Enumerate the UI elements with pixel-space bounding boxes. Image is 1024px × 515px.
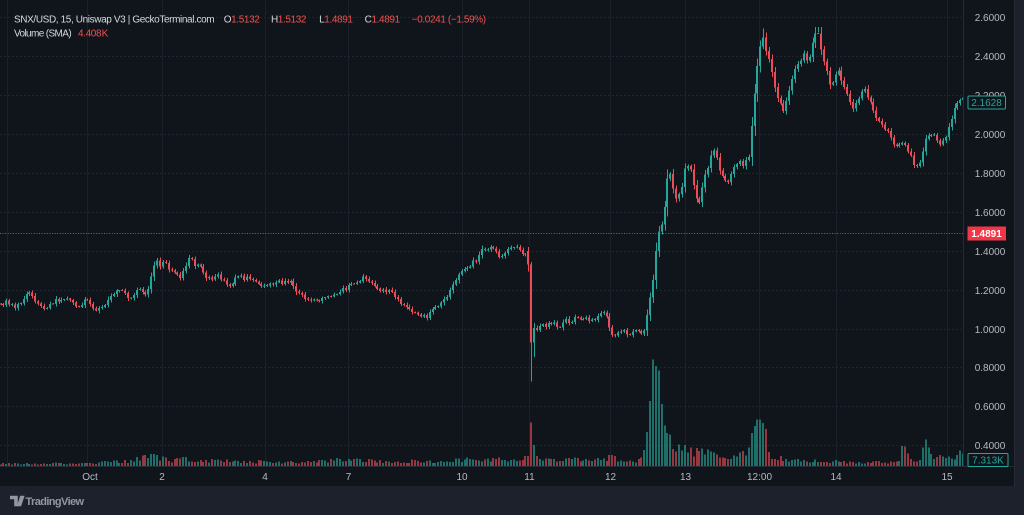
svg-text:Volume (SMA)4.408 K: Volume (SMA) 4.408 K <box>14 28 109 39</box>
svg-text:14: 14 <box>830 472 842 483</box>
svg-text:12:00: 12:00 <box>747 472 772 483</box>
svg-text:1.2000: 1.2000 <box>975 286 1006 297</box>
svg-text:10: 10 <box>456 472 468 483</box>
svg-text:0.6000: 0.6000 <box>975 402 1006 413</box>
svg-text:11: 11 <box>524 472 535 483</box>
svg-text:TradingView: TradingView <box>26 496 85 508</box>
svg-text:7.313K: 7.313K <box>972 456 1004 467</box>
svg-text:2.0000: 2.0000 <box>975 130 1006 141</box>
svg-text:0.8000: 0.8000 <box>975 363 1006 374</box>
svg-text:2.6000: 2.6000 <box>975 13 1006 24</box>
svg-text:0.4000: 0.4000 <box>975 441 1006 452</box>
svg-text:12: 12 <box>605 472 617 483</box>
svg-text:15: 15 <box>941 472 953 483</box>
svg-text:2.1628: 2.1628 <box>971 98 1002 109</box>
svg-text:Oct: Oct <box>82 472 98 483</box>
svg-text:1.4891: 1.4891 <box>971 229 1002 240</box>
svg-text:1.8000: 1.8000 <box>975 169 1006 180</box>
svg-text:SNX/USD, 15, Uniswap V3 | Geck: SNX/USD, 15, Uniswap V3 | GeckoTerminal.… <box>14 15 486 26</box>
svg-text:7: 7 <box>346 472 352 483</box>
svg-text:2.4000: 2.4000 <box>975 52 1006 63</box>
svg-text:2: 2 <box>159 472 165 483</box>
svg-text:13: 13 <box>680 472 692 483</box>
svg-text:1.6000: 1.6000 <box>975 208 1006 219</box>
svg-text:1.4000: 1.4000 <box>975 247 1006 258</box>
svg-text:4: 4 <box>262 472 268 483</box>
svg-text:1.0000: 1.0000 <box>975 325 1006 336</box>
